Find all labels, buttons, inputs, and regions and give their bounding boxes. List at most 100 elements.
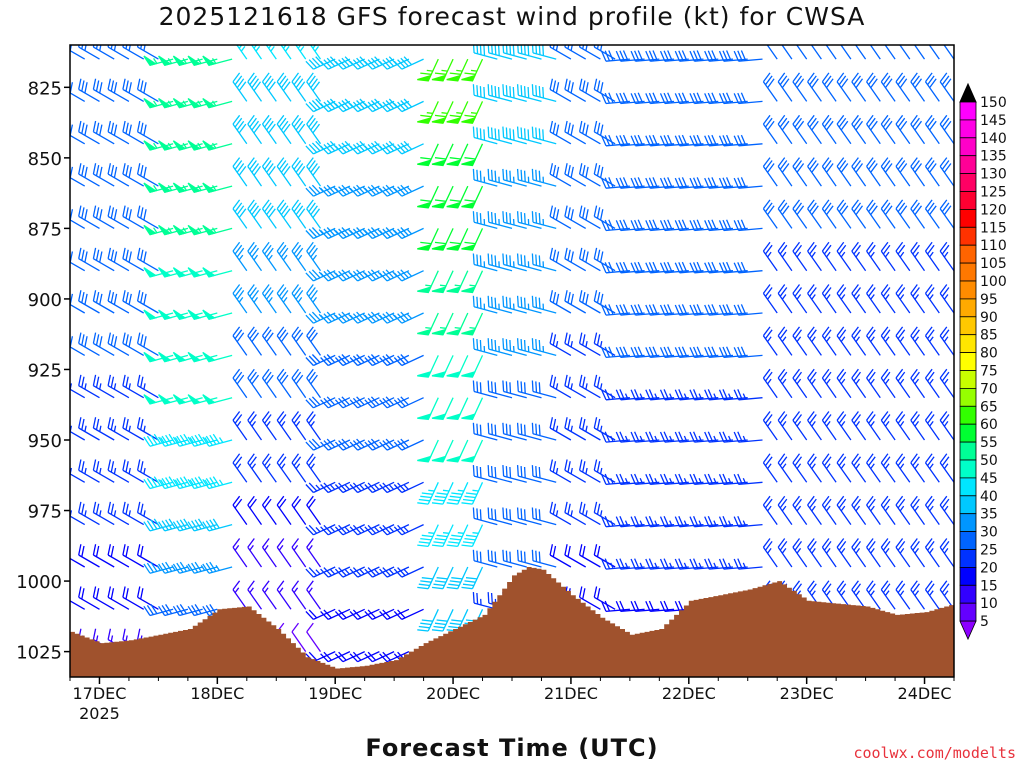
- wind-barb: [107, 205, 130, 229]
- wind-barb: [939, 411, 954, 441]
- colorbar-label: 10: [980, 596, 998, 612]
- wind-barb: [276, 580, 292, 610]
- colorbar-swatch: [959, 370, 977, 389]
- wind-barb: [593, 45, 616, 60]
- wind-barb: [645, 516, 675, 528]
- wind-barb: [781, 45, 793, 60]
- wind-barb: [704, 558, 734, 570]
- wind-barb: [777, 538, 793, 568]
- wind-barb: [276, 157, 292, 187]
- wind-barb: [122, 544, 145, 568]
- wind-barb: [733, 261, 763, 274]
- wind-barb: [446, 524, 469, 548]
- wind-barb: [615, 92, 645, 105]
- wind-barb: [70, 557, 86, 568]
- wind-barb: [939, 580, 954, 610]
- y-tick-label: 900: [28, 290, 62, 311]
- wind-barb: [689, 558, 719, 570]
- wind-barb: [866, 114, 881, 145]
- wind-barb: [807, 453, 822, 483]
- wind-barb: [487, 422, 513, 441]
- wind-barb: [689, 92, 719, 105]
- y-tick-label: 1025: [16, 643, 62, 664]
- wind-barb: [78, 544, 100, 568]
- colorbar-label: 20: [980, 560, 998, 576]
- colorbar-swatch: [959, 262, 977, 282]
- wind-barb: [446, 270, 469, 294]
- wind-barb: [704, 261, 734, 274]
- wind-barb: [821, 114, 837, 145]
- wind-barb: [928, 45, 940, 60]
- wind-barb: [777, 495, 793, 525]
- chart-title: 2025121618 GFS forecast wind profile (kt…: [158, 2, 866, 31]
- wind-barb: [92, 417, 115, 441]
- x-tick-label: 17DEC: [72, 684, 126, 703]
- wind-barb: [733, 219, 763, 232]
- colorbar-label: 30: [980, 525, 998, 541]
- wind-barb: [851, 580, 867, 610]
- wind-barb: [718, 473, 748, 486]
- wind-barb: [601, 389, 630, 401]
- colorbar-swatch: [959, 602, 977, 622]
- wind-barb: [630, 516, 660, 528]
- wind-barb: [939, 199, 954, 229]
- wind-barb: [516, 211, 542, 230]
- wind-barb: [306, 284, 322, 314]
- wind-barb: [821, 453, 837, 483]
- wind-barb: [645, 177, 675, 189]
- wind-barb: [276, 199, 292, 229]
- wind-barb: [261, 538, 277, 568]
- wind-barb: [291, 199, 307, 229]
- wind-barb: [796, 45, 808, 60]
- credit-text: coolwx.com/modelts: [853, 744, 1016, 762]
- wind-barb: [247, 114, 263, 145]
- wind-barb: [349, 227, 380, 240]
- wind-barb: [446, 101, 469, 124]
- wind-barb: [92, 247, 115, 272]
- wind-barb: [689, 516, 719, 528]
- wind-barb: [674, 219, 704, 232]
- wind-barb: [379, 140, 410, 155]
- wind-barb: [446, 482, 469, 505]
- wind-barb: [431, 143, 454, 167]
- wind-barb: [107, 586, 130, 610]
- wind-barb: [777, 326, 793, 356]
- wind-barb: [593, 374, 616, 399]
- wind-barb: [516, 84, 542, 103]
- wind-barb: [305, 354, 336, 367]
- wind-barb: [807, 241, 822, 272]
- wind-barb: [851, 199, 867, 229]
- wind-barb: [836, 538, 852, 568]
- wind-barb: [564, 205, 587, 229]
- wind-barb: [247, 495, 263, 525]
- wind-barb: [236, 45, 248, 60]
- wind-barb: [417, 609, 439, 632]
- wind-barb: [431, 228, 454, 251]
- wind-barb: [334, 438, 365, 451]
- wind-barb: [924, 241, 940, 272]
- wind-barb: [792, 114, 808, 145]
- wind-barb: [461, 270, 484, 294]
- wind-barb: [417, 185, 439, 209]
- wind-barb: [78, 374, 100, 399]
- wind-barb: [247, 241, 263, 272]
- colorbar-swatch: [959, 191, 977, 210]
- wind-barb: [92, 120, 115, 145]
- wind-barb: [393, 396, 424, 409]
- wind-barb: [645, 389, 675, 401]
- wind-barb: [107, 120, 130, 145]
- colorbar-label: 110: [980, 238, 1007, 254]
- wind-barb: [291, 495, 307, 525]
- wind-barb: [320, 56, 351, 70]
- wind-barb: [202, 476, 233, 490]
- wind-barb: [291, 72, 307, 102]
- wind-barb: [461, 58, 484, 82]
- wind-barb: [880, 368, 896, 399]
- wind-barb: [645, 92, 675, 105]
- wind-barb: [276, 284, 292, 314]
- wind-barb: [202, 97, 233, 109]
- wind-barb: [762, 241, 778, 272]
- wind-barb: [601, 346, 630, 359]
- wind-barb: [851, 241, 867, 272]
- colorbar-swatch: [959, 441, 977, 461]
